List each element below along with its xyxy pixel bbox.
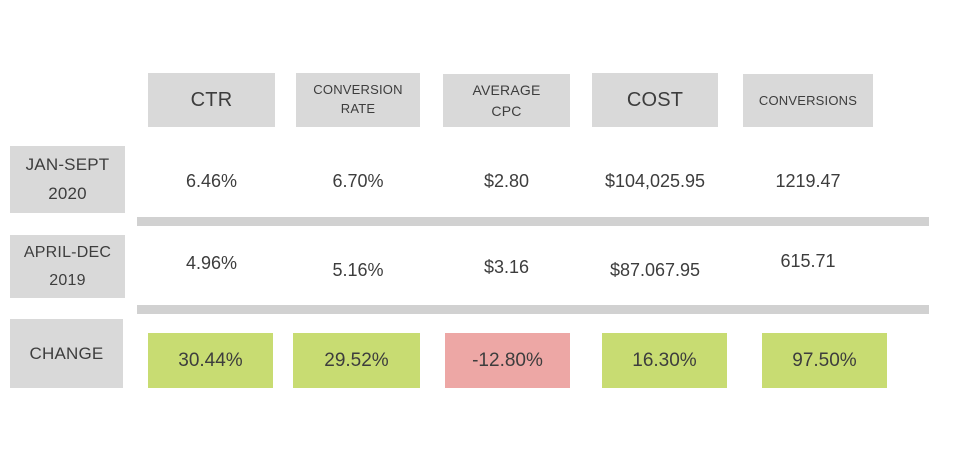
column-header-label-line2: RATE xyxy=(340,101,376,116)
row-label-line1: JAN-SEPT xyxy=(25,155,110,175)
column-header-label-line1: AVERAGE xyxy=(472,82,541,99)
cell-2019-cost: $87.067.95 xyxy=(609,259,701,280)
change-average-cpc-negative: -12.80% xyxy=(445,333,570,388)
change-cost-positive: 16.30% xyxy=(602,333,727,388)
row-divider xyxy=(137,305,929,314)
change-ctr-positive: 30.44% xyxy=(148,333,273,388)
cell-2019-average-cpc: $3.16 xyxy=(483,256,530,277)
row-label-line1: APRIL-DEC xyxy=(23,244,112,262)
column-header-label: CTR xyxy=(190,88,233,111)
column-header-label-line1: CONVERSION xyxy=(313,82,403,98)
row-label-line2: 2019 xyxy=(49,271,86,289)
column-header-average-cpc: AVERAGE CPC xyxy=(443,74,570,127)
column-header-label: COST xyxy=(626,88,684,111)
row-divider xyxy=(137,217,929,226)
row-label-april-dec-2019: APRIL-DEC 2019 xyxy=(10,235,125,298)
cell-2019-conversions: 615.71 xyxy=(780,250,836,271)
row-label-line1: CHANGE xyxy=(29,344,104,363)
column-header-conversion-rate: CONVERSION RATE xyxy=(296,73,420,127)
cell-2019-ctr: 4.96% xyxy=(185,252,238,273)
column-header-cost: COST xyxy=(592,73,718,127)
row-label-change: CHANGE xyxy=(10,319,123,388)
change-conversions-positive: 97.50% xyxy=(762,333,887,388)
row-label-line2: 2020 xyxy=(48,183,87,203)
cell-2019-conversion-rate: 5.16% xyxy=(332,259,384,280)
column-header-label-line2: CPC xyxy=(491,102,522,119)
column-header-label: CONVERSIONS xyxy=(758,93,858,108)
change-conversion-rate-positive: 29.52% xyxy=(293,333,420,388)
cell-2020-average-cpc: $2.80 xyxy=(483,170,530,191)
cell-2020-cost: $104,025.95 xyxy=(604,170,706,191)
cell-2020-conversions: 1219.47 xyxy=(775,170,841,191)
cell-2020-conversion-rate: 6.70% xyxy=(332,170,384,191)
cell-2020-ctr: 6.46% xyxy=(185,170,238,191)
row-label-jan-sept-2020: JAN-SEPT 2020 xyxy=(10,146,125,213)
column-header-ctr: CTR xyxy=(148,73,275,127)
column-header-conversions: CONVERSIONS xyxy=(743,74,873,127)
